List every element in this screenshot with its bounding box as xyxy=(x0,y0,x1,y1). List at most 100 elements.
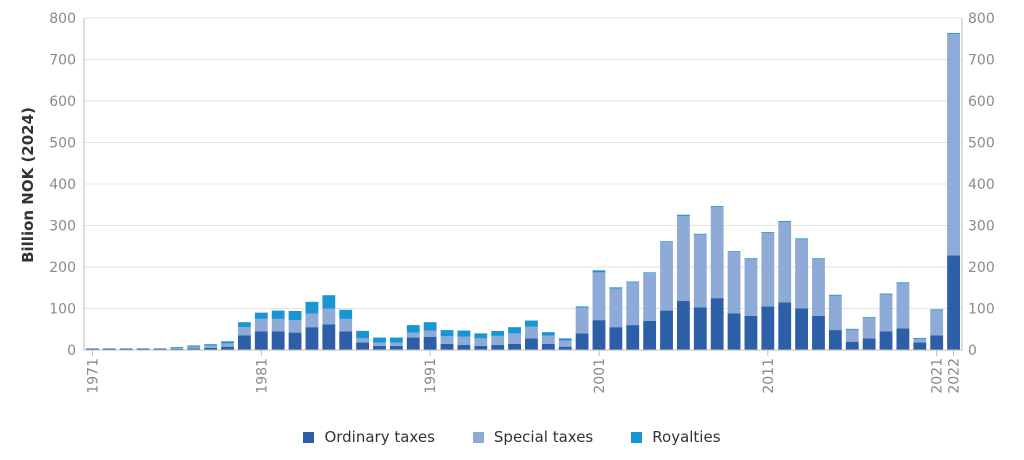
bar-royalties xyxy=(474,333,488,339)
bar-ordinary xyxy=(440,343,454,350)
legend-label-royalties: Royalties xyxy=(652,428,721,446)
bar-ordinary xyxy=(288,332,302,350)
bar-royalties xyxy=(170,347,184,348)
bar-ordinary xyxy=(761,306,775,350)
gridlines xyxy=(84,17,962,351)
bar-royalties xyxy=(406,325,420,333)
bar-royalties xyxy=(947,32,960,34)
bar-royalties xyxy=(879,293,893,295)
bar-royalties xyxy=(609,287,623,289)
bar-special xyxy=(356,338,370,343)
bar-special xyxy=(812,258,825,316)
x-tick-label: 1971 xyxy=(85,358,101,394)
bar-ordinary xyxy=(406,337,420,350)
bar-special xyxy=(541,335,555,344)
bar-royalties xyxy=(693,233,707,235)
bar-ordinary xyxy=(491,345,505,350)
bar-ordinary xyxy=(102,348,116,350)
bar-royalties xyxy=(727,251,741,253)
bar-ordinary xyxy=(221,346,234,350)
bar-royalties xyxy=(592,270,606,273)
bar-royalties xyxy=(237,322,251,328)
bar-royalties xyxy=(254,312,268,319)
bar-special xyxy=(778,221,792,303)
x-tick-label: 2022 xyxy=(947,358,963,394)
bar-special xyxy=(592,272,606,321)
bar-ordinary xyxy=(947,255,960,350)
bar-royalties xyxy=(761,232,775,233)
bar-royalties xyxy=(491,330,505,336)
bar-royalties xyxy=(440,330,454,337)
bar-royalties xyxy=(812,258,825,260)
bar-royalties xyxy=(862,317,876,319)
y-tick-left: 100 xyxy=(49,302,76,318)
bar-special xyxy=(204,345,218,348)
bar-ordinary xyxy=(508,343,521,350)
bar-special xyxy=(913,338,927,343)
bar-special xyxy=(170,347,184,349)
bar-ordinary xyxy=(86,348,99,350)
bar-royalties xyxy=(322,295,336,309)
bar-ordinary xyxy=(828,330,842,350)
bar-royalties xyxy=(828,294,842,296)
y-tick-right: 800 xyxy=(968,11,995,27)
bar-royalties xyxy=(913,337,927,339)
bar-special xyxy=(930,309,944,336)
y-tick-left: 700 xyxy=(49,53,76,69)
bar-special xyxy=(710,206,724,299)
bar-special xyxy=(676,215,690,302)
bar-ordinary xyxy=(558,346,572,350)
bar-royalties xyxy=(221,341,234,344)
bar-ordinary xyxy=(322,324,336,350)
y-tick-left: 500 xyxy=(49,136,76,152)
legend-item-ordinary[interactable]: Ordinary taxes xyxy=(303,428,435,446)
bar-ordinary xyxy=(525,338,538,350)
bar-special xyxy=(693,234,707,308)
legend-item-special[interactable]: Special taxes xyxy=(472,428,593,446)
bar-ordinary xyxy=(254,331,268,350)
bar-ordinary xyxy=(744,315,758,350)
bar-special xyxy=(761,232,775,307)
y-tick-right: 700 xyxy=(968,53,995,69)
bar-ordinary xyxy=(845,341,859,350)
bar-royalties xyxy=(626,281,640,283)
bar-royalties xyxy=(558,338,572,341)
bar-royalties xyxy=(356,330,370,339)
bar-special xyxy=(896,282,910,329)
y-tick-left: 300 xyxy=(49,219,76,235)
bar-royalties xyxy=(710,205,724,207)
bar-royalties xyxy=(660,241,673,243)
bar-special xyxy=(525,326,538,339)
bar-ordinary xyxy=(305,327,319,350)
bar-special xyxy=(423,330,437,337)
bars xyxy=(86,32,960,350)
y-axis-label: Billion NOK (2024) xyxy=(19,107,37,263)
bar-ordinary xyxy=(170,348,184,350)
bar-special xyxy=(373,342,386,346)
royalties-swatch xyxy=(631,431,643,443)
bar-royalties xyxy=(643,272,657,274)
bar-ordinary xyxy=(812,315,825,350)
bar-royalties xyxy=(373,337,386,343)
y-tick-left: 200 xyxy=(49,260,76,276)
legend-item-royalties[interactable]: Royalties xyxy=(631,428,721,446)
bar-ordinary xyxy=(153,348,167,350)
bar-ordinary xyxy=(896,328,910,350)
y-tick-left: 0 xyxy=(67,343,76,359)
bar-special xyxy=(744,258,758,316)
bar-special xyxy=(406,332,420,338)
bar-ordinary xyxy=(609,327,623,350)
bar-ordinary xyxy=(575,333,589,350)
tax-revenue-chart: 0 0 100 100 200 200 300 300 400 400 500 500 600 600 70… xyxy=(19,11,995,394)
bar-ordinary xyxy=(710,298,724,350)
bar-special xyxy=(339,318,353,332)
bar-special xyxy=(845,329,859,342)
bar-special xyxy=(508,333,521,344)
bar-ordinary xyxy=(541,343,555,350)
bar-special xyxy=(558,340,572,347)
bar-royalties xyxy=(778,220,792,222)
bar-ordinary xyxy=(119,348,133,350)
x-tick-label: 2021 xyxy=(930,358,946,394)
bar-special xyxy=(862,317,876,339)
bar-special xyxy=(254,318,268,332)
